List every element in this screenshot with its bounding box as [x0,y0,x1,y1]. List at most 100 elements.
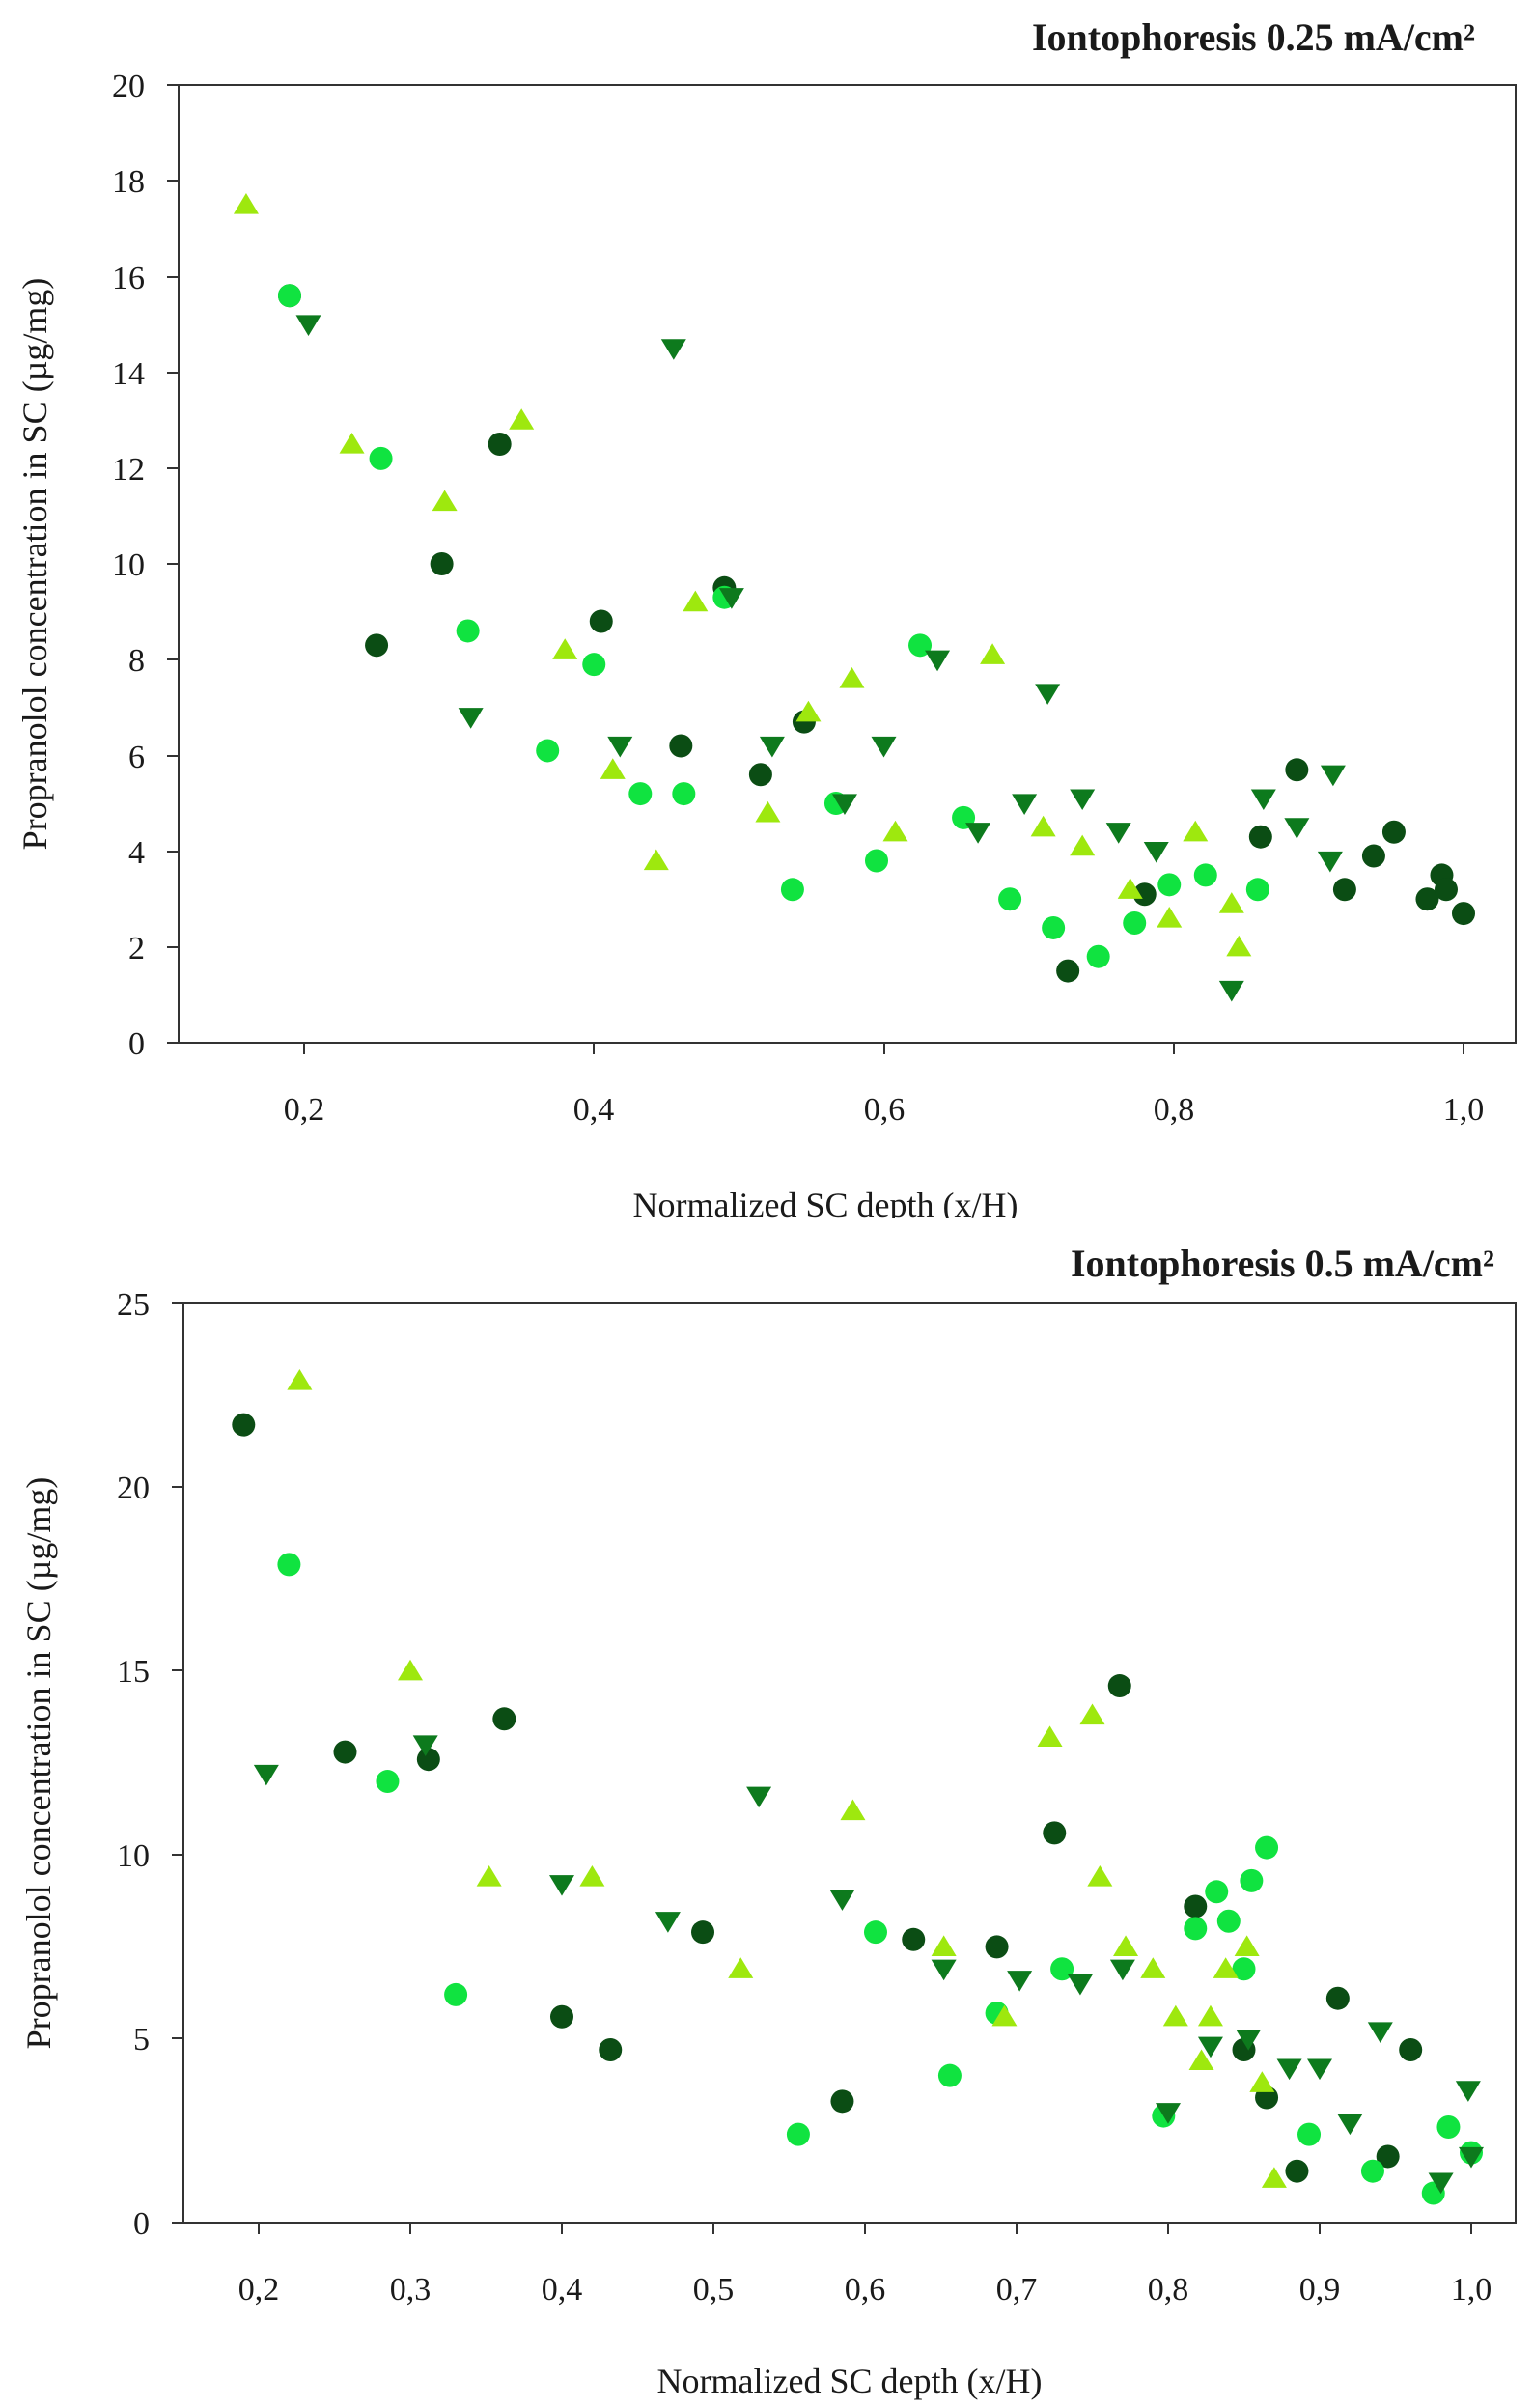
chart-0.5-x-axis-title: Normalized SC depth (x/H) [657,2362,1043,2400]
chart-0.25-x-tick-label: 0,8 [1154,1092,1195,1128]
chart-1-series-2-point [931,1959,957,1981]
chart-1-series-3-point [991,2004,1018,2027]
chart-0-series-2-point [1284,818,1310,839]
chart-1-series-2-point [1459,2146,1484,2169]
chart-0-series-1-point [1157,873,1182,897]
chart-0.25-y-tick-label: 14 [112,356,145,392]
chart-0.25-y-tick-label: 4 [128,835,145,871]
chart-0-series-1-point [536,739,560,763]
chart-0-series-2-point [1317,851,1343,873]
chart-0.25-y-tick-label: 16 [112,261,145,296]
chart-0.5-x-tick-label: 0,3 [390,2272,432,2308]
chart-0-series-2-point [1250,789,1276,811]
chart-0-series-2-point [1143,842,1169,863]
chart-1-series-2-point [1367,2022,1393,2043]
chart-1-series-2-point [1197,2036,1223,2058]
chart-0-series-2-point [831,794,857,815]
chart-1-series-0-point [902,1927,926,1951]
chart-1-series-0-point [1184,1894,1208,1918]
chart-0.25-x-axis-title: Normalized SC depth (x/H) [633,1186,1018,1224]
chart-0.25-markers [167,84,1475,1054]
chart-0-series-3-point [795,700,822,722]
chart-0-series-0-point [1332,878,1356,902]
chart-0-series-2-point [1070,789,1096,811]
chart-0.25-x-tick-label: 1,0 [1443,1092,1485,1128]
chart-1-series-1-point [444,1982,468,2006]
chart-0.5-markers [172,1302,1484,2234]
chart-0-series-2-point [607,736,633,758]
chart-1-series-3-point [1140,1957,1166,1978]
chart-0-series-1-point [672,782,696,806]
chart-0-series-2-point [1320,765,1346,787]
chart-1-series-0-point [232,1413,256,1437]
chart-1-series-2-point [1109,1959,1135,1981]
chart-1-series-2-point [655,1912,681,1933]
chart-1-series-2-point [1067,1974,1093,1996]
chart-1-series-0-point [1285,2159,1309,2183]
chart-0-series-0-point [1415,887,1439,911]
chart-1-series-1-point [376,1770,400,1794]
chart-0-series-0-point [1132,882,1157,907]
chart-0.25-y-tick-label: 2 [128,931,145,966]
chart-1-series-2-point [412,1735,438,1756]
chart-0-series-1-point [628,782,653,806]
chart-0-series-0-point [1452,902,1475,926]
chart-0.25-plot-frame [178,84,1517,1044]
chart-0.5-y-axis-title: Propranolol concentration in SC (µg/mg) [19,1477,58,2050]
chart-1-series-0-point [1107,1674,1131,1698]
chart-1-series-0-point [416,1748,440,1772]
chart-0.25-x-axis: 0,2 0,4 0,6 0,8 1,0 [284,1092,1485,1128]
chart-0.5-x-tick-label: 0,4 [542,2272,583,2308]
chart-0-series-3-point [600,758,626,779]
chart-0.25: Iontophoresis 0.25 mA/cm² 0 2 4 6 8 10 1… [15,15,1517,1224]
chart-1-series-1-point [1232,1957,1256,1981]
chart-1-series-2-point [1337,2114,1363,2136]
chart-0-series-0-point [365,633,389,658]
chart-0.25-y-tick-label: 0 [128,1026,145,1062]
chart-1-series-0-point [691,1920,715,1945]
chart-0.5-x-tick-label: 0,6 [845,2272,886,2308]
chart-0.5-y-tick-label: 5 [133,2022,150,2058]
chart-1-series-3-point [287,1368,313,1390]
chart-0-series-1-point [998,887,1022,911]
chart-0-series-1-point [369,446,393,470]
chart-1-series-3-point [931,1935,957,1956]
panel-separator [0,1218,1534,1236]
chart-1-series-0-point [550,2004,573,2029]
chart-0-series-2-point [718,588,744,609]
chart-0-series-0-point [589,609,613,633]
chart-1-series-1-point [1050,1957,1074,1981]
chart-0-series-3-point [1157,907,1183,928]
chart-0-series-2-point [759,736,785,758]
chart-0.5-x-tick-label: 0,7 [996,2272,1038,2308]
chart-1-series-2-point [1156,2103,1181,2124]
chart-0-series-0-point [1381,820,1406,844]
chart-1-series-3-point [398,1659,423,1681]
chart-0-series-3-point [1070,834,1096,856]
chart-0-series-3-point [643,849,669,871]
chart-0-series-3-point [755,800,781,823]
chart-1-series-0-point [830,2089,854,2114]
chart-1-series-3-point [1113,1935,1139,1956]
chart-1-series-1-point [1216,1909,1241,1933]
chart-0-series-0-point [669,734,693,758]
chart-0.25-y-tick-label: 12 [112,452,145,488]
chart-0.25-y-tick-label: 6 [128,740,145,775]
chart-0-series-0-point [1248,825,1272,849]
chart-0.25-y-axis: 0 2 4 6 8 10 12 14 16 18 20 [112,69,145,1062]
chart-0.5-y-tick-label: 10 [117,1838,150,1874]
chart-0.5-y-tick-label: 20 [117,1470,150,1506]
chart-0-series-2-point [295,315,321,336]
chart-1-series-2-point [829,1890,855,1911]
chart-1-series-2-point [1428,2172,1454,2195]
chart-0-series-0-point [1434,878,1458,902]
chart-0-series-3-point [552,638,578,659]
chart-1-series-2-point [746,1786,772,1808]
chart-0-series-1-point [582,653,606,677]
chart-0-series-2-point [660,339,686,360]
chart-0.25-y-tick-label: 8 [128,643,145,679]
chart-1-series-1-point [1205,1880,1229,1904]
chart-0.5-y-tick-label: 0 [133,2206,150,2242]
chart-1-series-3-point [1249,2071,1275,2092]
